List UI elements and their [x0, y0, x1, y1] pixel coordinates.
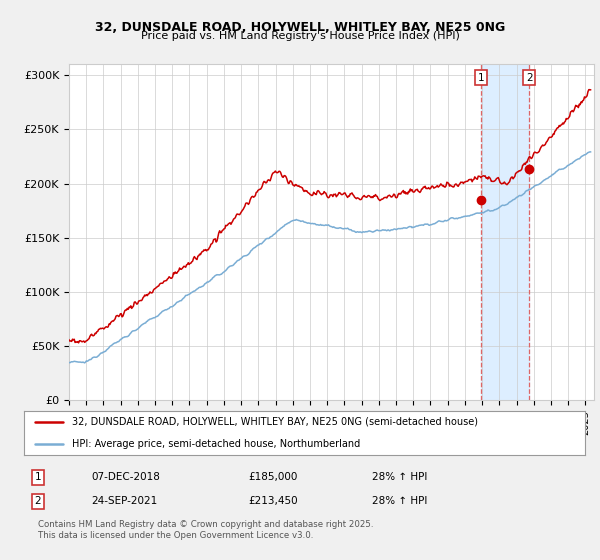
Text: 24-SEP-2021: 24-SEP-2021	[91, 496, 158, 506]
Text: Price paid vs. HM Land Registry's House Price Index (HPI): Price paid vs. HM Land Registry's House …	[140, 31, 460, 41]
Text: 32, DUNSDALE ROAD, HOLYWELL, WHITLEY BAY, NE25 0NG (semi-detached house): 32, DUNSDALE ROAD, HOLYWELL, WHITLEY BAY…	[71, 417, 478, 427]
Text: 28% ↑ HPI: 28% ↑ HPI	[372, 472, 427, 482]
Text: 07-DEC-2018: 07-DEC-2018	[91, 472, 160, 482]
Text: 32, DUNSDALE ROAD, HOLYWELL, WHITLEY BAY, NE25 0NG: 32, DUNSDALE ROAD, HOLYWELL, WHITLEY BAY…	[95, 21, 505, 34]
Text: 2: 2	[526, 73, 532, 83]
Text: 1: 1	[478, 73, 484, 83]
Text: 1: 1	[35, 472, 41, 482]
Text: HPI: Average price, semi-detached house, Northumberland: HPI: Average price, semi-detached house,…	[71, 439, 360, 449]
Text: Contains HM Land Registry data © Crown copyright and database right 2025.
This d: Contains HM Land Registry data © Crown c…	[38, 520, 374, 540]
Bar	[481, 64, 529, 400]
Text: 2: 2	[35, 496, 41, 506]
Text: 28% ↑ HPI: 28% ↑ HPI	[372, 496, 427, 506]
Text: £213,450: £213,450	[248, 496, 298, 506]
Text: £185,000: £185,000	[248, 472, 298, 482]
